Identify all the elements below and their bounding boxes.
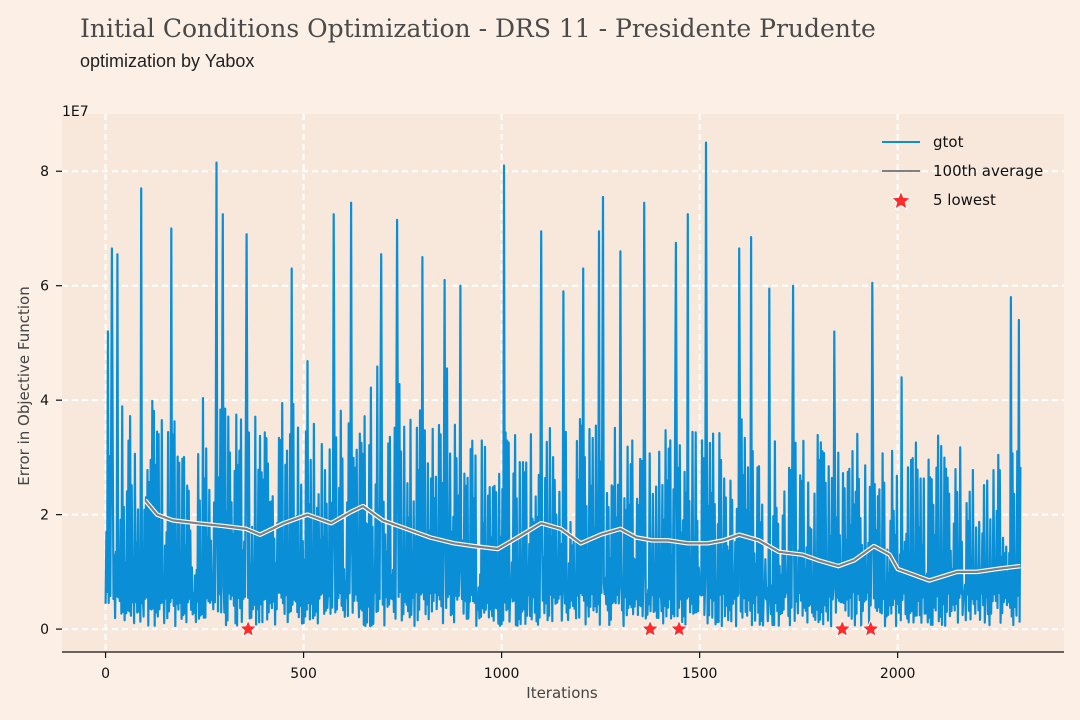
x-tick-label: 0 — [101, 666, 110, 682]
legend-gtot-label: gtot — [933, 133, 964, 151]
y-tick-label: 2 — [40, 508, 49, 524]
x-tick-label: 1500 — [682, 666, 718, 682]
x-ticks: 0 500 1000 1500 2000 — [101, 652, 915, 682]
y-tick-label: 8 — [40, 164, 49, 180]
gtot-line — [104, 141, 1022, 628]
lowest-star-marker — [238, 618, 258, 638]
legend-lowest-swatch — [890, 189, 912, 211]
y-axis-label: Error in Objective Function — [15, 286, 33, 485]
average-line — [144, 499, 1021, 582]
lowest-star-marker — [832, 618, 853, 638]
chart-subtitle: optimization by Yabox — [80, 51, 255, 71]
legend-star-icon — [890, 189, 912, 211]
legend-average-label: 100th average — [933, 162, 1043, 180]
y-offset-label: 1E7 — [62, 104, 89, 120]
chart-title: Initial Conditions Optimization - DRS 11… — [80, 14, 876, 43]
lowest-star-marker — [640, 618, 660, 638]
y-tick-label: 6 — [40, 279, 49, 295]
average-series — [143, 498, 1021, 583]
y-tick-label: 4 — [40, 393, 49, 409]
legend: gtot 100th average 5 lowest — [882, 133, 1043, 211]
legend-lowest-label: 5 lowest — [933, 191, 996, 209]
y-tick-label: 0 — [40, 622, 49, 638]
x-tick-label: 2000 — [880, 666, 916, 682]
lowest-star-marker — [860, 618, 881, 638]
y-ticks: 0 2 4 6 8 — [40, 164, 62, 638]
x-axis-label: Iterations — [526, 684, 598, 702]
lowest-markers — [238, 618, 881, 638]
x-tick-label: 500 — [290, 666, 317, 682]
x-tick-label: 1000 — [484, 666, 520, 682]
lowest-star-marker — [669, 618, 689, 638]
gtot-series — [104, 141, 1022, 628]
